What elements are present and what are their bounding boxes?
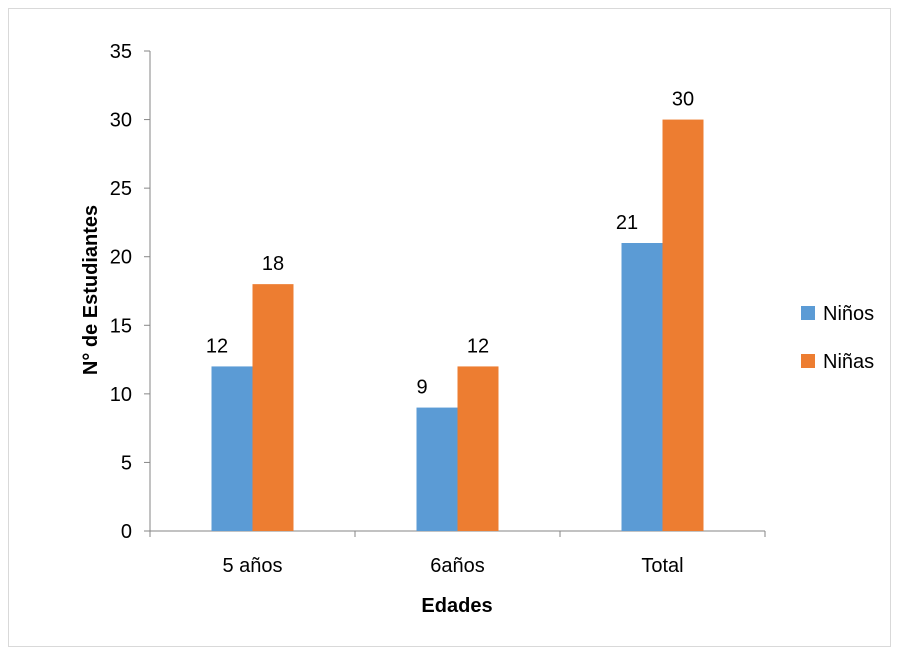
y-tick-label: 30 [110,110,132,132]
y-tick-label: 10 [110,384,132,406]
legend-label: Niños [823,303,874,325]
data-label: 12 [467,335,489,357]
legend: Niños Niñas [801,303,874,373]
legend-swatch [801,306,815,320]
legend-swatch [801,354,815,368]
y-tick-label: 5 [121,452,132,474]
data-label: 9 [416,377,427,399]
x-axis: 5 años 6años Total [150,531,765,577]
x-axis-title: Edades [421,595,492,617]
y-axis-title: N° de Estudiantes [80,205,102,375]
y-tick-label: 25 [110,178,132,200]
x-tick-label: 5 años [222,555,282,577]
data-label: 18 [262,253,284,275]
x-tick-label: Total [641,555,683,577]
data-label: 30 [672,89,694,111]
data-label: 21 [616,212,638,234]
bars [212,120,704,531]
y-axis: 0 5 10 15 20 25 30 35 [110,41,150,543]
bar [622,243,663,531]
bar [253,284,294,531]
y-tick-label: 0 [121,521,132,543]
bar [417,408,458,531]
bar [458,366,499,531]
bar [212,366,253,531]
y-tick-label: 20 [110,247,132,269]
bar [663,120,704,531]
y-tick-label: 15 [110,315,132,337]
legend-label: Niñas [823,351,874,373]
y-tick-label: 35 [110,41,132,63]
data-label: 12 [206,335,228,357]
x-tick-label: 6años [430,555,485,577]
